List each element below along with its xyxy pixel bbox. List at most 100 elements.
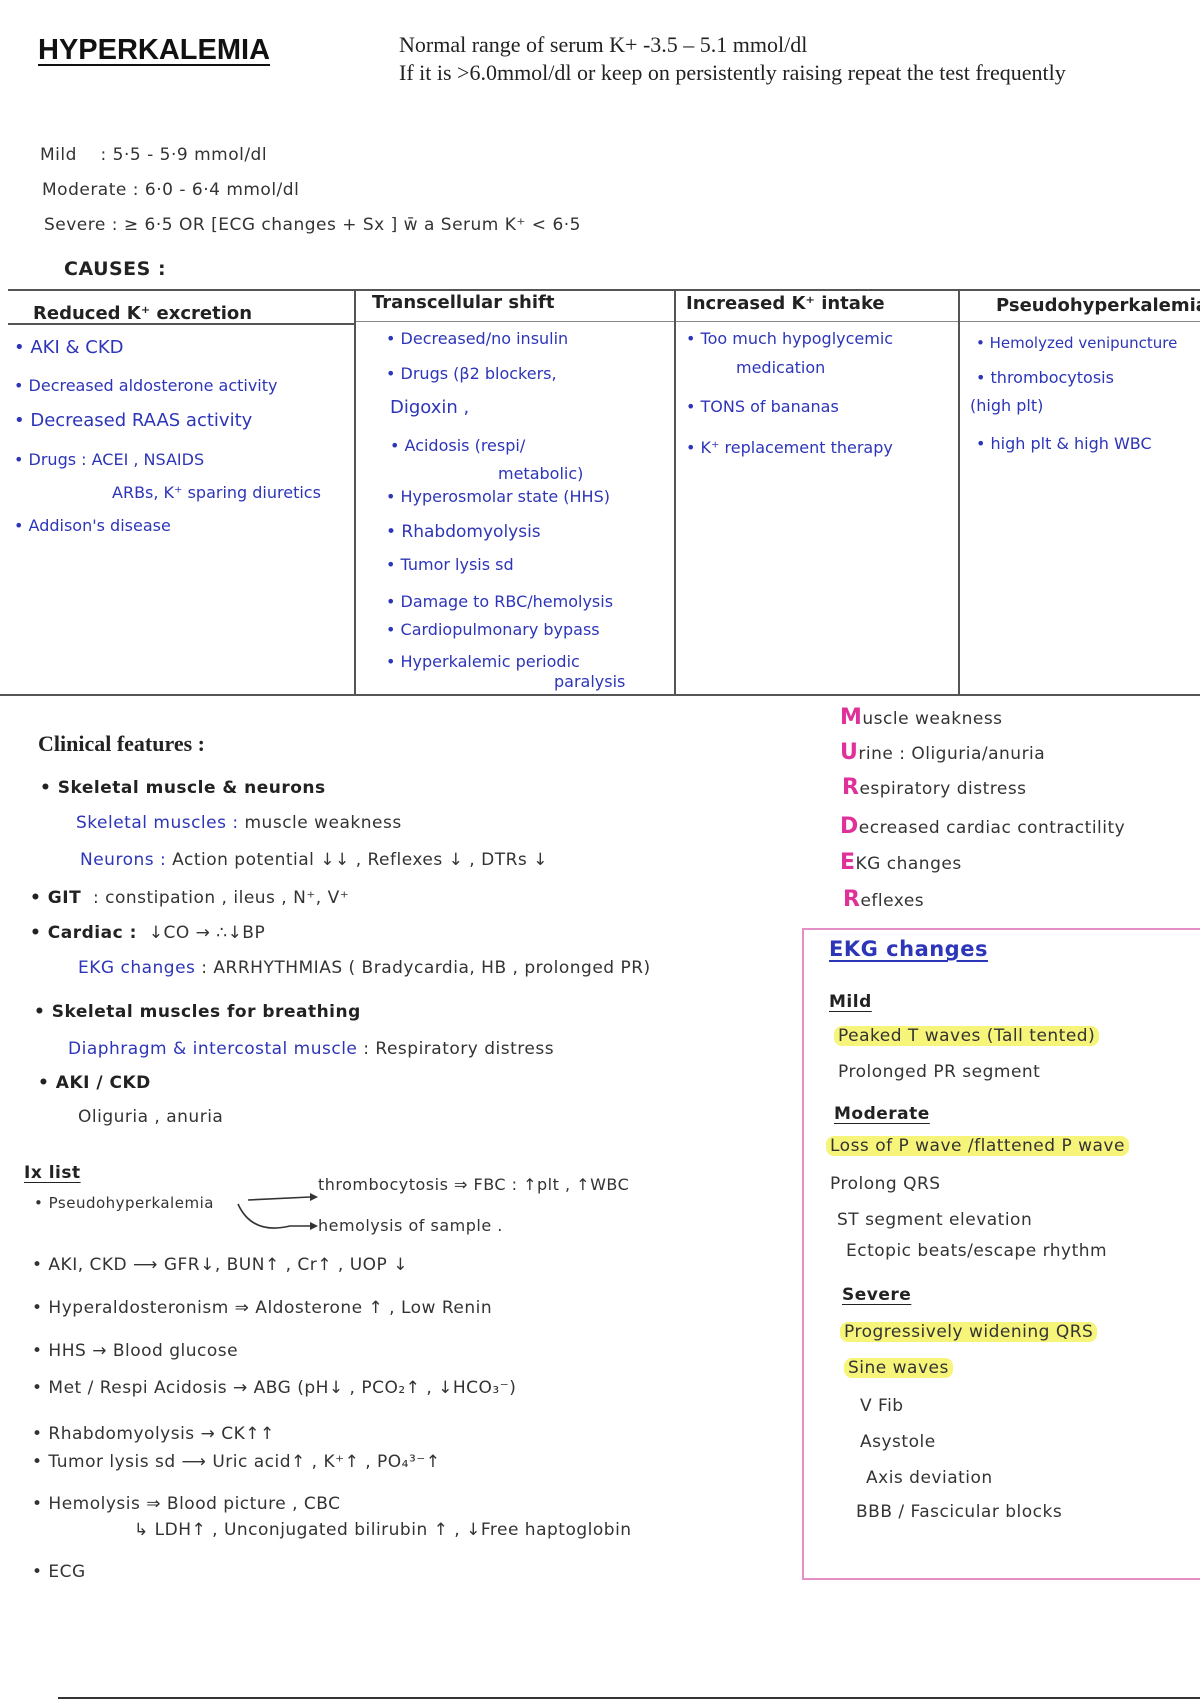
column-header-pseudohyperkalemia: Pseudohyperkalemia xyxy=(996,295,1200,316)
cause-item: medication xyxy=(736,358,826,377)
severity-value: : 5·5 - 5·9 mmol/dl xyxy=(100,145,268,165)
ekg-severe-label: Severe xyxy=(842,1285,912,1305)
clinical-sub: Diaphragm & intercostal muscle xyxy=(68,1039,358,1059)
ix-line: • Hemolysis ⇒ Blood picture , CBC xyxy=(32,1494,341,1514)
severity-moderate: Moderate : 6·0 - 6·4 mmol/dl xyxy=(42,180,299,200)
table-header-border xyxy=(354,321,1200,322)
mnemonic-text: ecreased cardiac contractility xyxy=(858,818,1126,838)
ekg-item: Prolong QRS xyxy=(830,1174,941,1194)
ix-line: • Tumor lysis sd ⟶ Uric acid↑ , K⁺↑ , PO… xyxy=(32,1452,441,1472)
causes-heading: CAUSES : xyxy=(64,258,167,280)
table-header-border xyxy=(8,323,354,325)
cause-item: Digoxin , xyxy=(390,397,470,418)
normal-range-note: Normal range of serum K+ -3.5 – 5.1 mmol… xyxy=(399,32,808,57)
cause-item: • Hyperkalemic periodic xyxy=(386,652,580,671)
clinical-line: Neurons : Action potential ↓↓ , Reflexes… xyxy=(80,850,548,870)
mnemonic-line: Reflexes xyxy=(843,887,924,912)
ekg-item: Asystole xyxy=(860,1432,936,1452)
mnemonic-line: Urine : Oliguria/anuria xyxy=(840,740,1045,765)
ix-line: • Rhabdomyolysis → CK↑↑ xyxy=(32,1424,275,1444)
cause-item: • Cardiopulmonary bypass xyxy=(386,620,600,639)
ekg-mild-label: Mild xyxy=(829,992,872,1012)
column-divider xyxy=(958,290,960,694)
cause-item: • Damage to RBC/hemolysis xyxy=(386,592,614,611)
clinical-text: ↓CO → ∴↓BP xyxy=(148,923,266,943)
clinical-line: EKG changes : ARRHYTHMIAS ( Bradycardia,… xyxy=(78,958,651,978)
ix-line: • Met / Respi Acidosis → ABG (pH↓ , PCO₂… xyxy=(32,1378,517,1398)
ekg-item-text: Loss of P wave /flattened P wave xyxy=(826,1136,1129,1156)
cause-item: • Too much hypoglycemic xyxy=(686,329,894,348)
column-header-transcellular-shift: Transcellular shift xyxy=(372,292,555,313)
clinical-line: Diaphragm & intercostal muscle : Respira… xyxy=(68,1039,554,1059)
cause-item: • Decreased/no insulin xyxy=(386,329,569,348)
ekg-title: EKG changes xyxy=(829,937,988,961)
ekg-item: ST segment elevation xyxy=(837,1210,1033,1230)
clinical-head: • Cardiac : xyxy=(30,923,137,943)
ekg-item: Peaked T waves (Tall tented) xyxy=(834,1026,1100,1046)
cause-item: ARBs, K⁺ sparing diuretics xyxy=(112,483,321,502)
ekg-item: Axis deviation xyxy=(866,1468,993,1488)
cause-item: • thrombocytosis xyxy=(976,368,1114,387)
mnemonic-text: espiratory distress xyxy=(859,779,1027,799)
cause-item: • Tumor lysis sd xyxy=(386,555,514,574)
cause-item: • Drugs : ACEI , NSAIDS xyxy=(14,450,205,469)
cause-item: • Decreased aldosterone activity xyxy=(14,376,278,395)
ekg-item-text: Peaked T waves (Tall tented) xyxy=(834,1026,1100,1046)
cause-item: • TONS of bananas xyxy=(686,397,839,416)
clinical-line: • Skeletal muscle & neurons xyxy=(40,778,326,798)
cause-item: • AKI & CKD xyxy=(14,337,124,358)
ekg-item-text: Progressively widening QRS xyxy=(840,1322,1098,1342)
ekg-moderate-label: Moderate xyxy=(834,1104,930,1124)
clinical-text: : Respiratory distress xyxy=(363,1039,555,1059)
clinical-line: • Skeletal muscles for breathing xyxy=(34,1002,361,1022)
clinical-line: • AKI / CKD xyxy=(38,1073,151,1093)
clinical-line: Oliguria , anuria xyxy=(78,1107,224,1127)
clinical-features-heading: Clinical features : xyxy=(38,731,206,756)
mnemonic-text: rine : Oliguria/anuria xyxy=(858,744,1046,764)
mnemonic-text: uscle weakness xyxy=(862,709,1003,729)
cause-item: • high plt & high WBC xyxy=(976,434,1152,453)
mnemonic-letter: D xyxy=(840,814,859,839)
ix-pseudo-hemolysis: hemolysis of sample . xyxy=(318,1216,503,1235)
clinical-head: • GIT xyxy=(30,888,82,908)
clinical-line: Skeletal muscles : muscle weakness xyxy=(76,813,402,833)
repeat-test-note: If it is >6.0mmol/dl or keep on persiste… xyxy=(399,60,1066,85)
ix-line: • ECG xyxy=(32,1562,86,1582)
ekg-item: BBB / Fascicular blocks xyxy=(856,1502,1063,1522)
cause-item: • Rhabdomyolysis xyxy=(386,522,541,542)
cause-item: paralysis xyxy=(554,672,626,691)
clinical-sub: Skeletal muscles : xyxy=(76,813,239,833)
ekg-item: Progressively widening QRS xyxy=(840,1322,1098,1342)
clinical-sub: EKG changes xyxy=(78,958,196,978)
mnemonic-text: KG changes xyxy=(855,854,962,874)
cause-item: (high plt) xyxy=(970,396,1044,415)
column-divider xyxy=(674,290,676,694)
mnemonic-letter: M xyxy=(840,705,863,730)
page-title: HYPERKALEMIA xyxy=(38,34,271,66)
severity-value: : 6·0 - 6·4 mmol/dl xyxy=(132,180,300,200)
column-divider xyxy=(354,290,356,694)
clinical-text: Action potential ↓↓ , Reflexes ↓ , DTRs … xyxy=(172,850,548,870)
branch-arrows-icon xyxy=(237,1193,318,1230)
cause-item: • Addison's disease xyxy=(14,516,171,535)
clinical-sub: Neurons : xyxy=(80,850,167,870)
ekg-item: V Fib xyxy=(860,1396,904,1416)
severity-label: Moderate xyxy=(42,180,127,200)
ix-pseudo-thrombocytosis: thrombocytosis ⇒ FBC : ↑plt , ↑WBC xyxy=(318,1175,630,1194)
mnemonic-line: Respiratory distress xyxy=(842,775,1027,800)
mnemonic-line: EKG changes xyxy=(840,850,962,875)
clinical-text: muscle weakness xyxy=(244,813,402,833)
severity-value: : ≥ 6·5 OR [ECG changes + Sx ] w̄ a Seru… xyxy=(111,215,581,235)
page-bottom-rule xyxy=(58,1697,1200,1699)
clinical-text: : ARRHYTHMIAS ( Bradycardia, HB , prolon… xyxy=(201,958,651,978)
severity-label: Severe xyxy=(44,215,106,235)
cause-item: • K⁺ replacement therapy xyxy=(686,438,893,457)
mnemonic-letter: R xyxy=(843,887,861,912)
mnemonic-line: Muscle weakness xyxy=(840,705,1003,730)
cause-item: • Hemolyzed venipuncture xyxy=(976,334,1178,352)
ix-heading: Ix list xyxy=(24,1163,81,1183)
ix-line: ↳ LDH↑ , Unconjugated bilirubin ↑ , ↓Fre… xyxy=(134,1520,632,1540)
severity-mild: Mild : 5·5 - 5·9 mmol/dl xyxy=(40,145,267,165)
cause-item: metabolic) xyxy=(498,464,584,483)
cause-item: • Drugs (β2 blockers, xyxy=(386,364,557,383)
